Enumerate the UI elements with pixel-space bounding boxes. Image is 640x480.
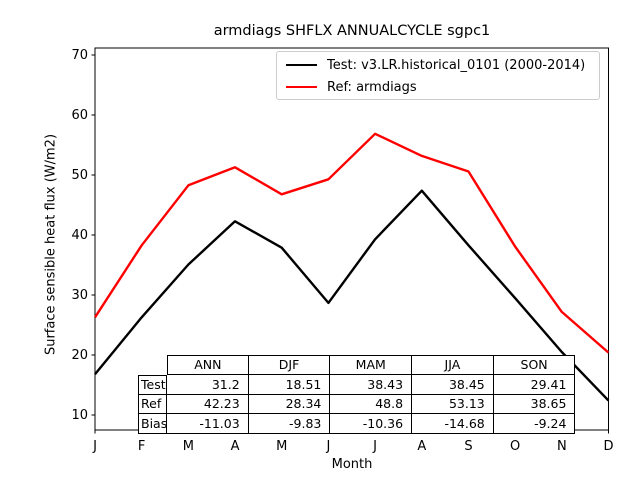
x-axis-label: Month [331,457,373,472]
x-tick-label: S [464,439,473,454]
legend-entry-ref: Ref: armdiags [286,76,599,98]
table-header-cell: SON [493,355,576,375]
table-cell: 29.41 [493,374,576,395]
legend-entry-test: Test: v3.LR.historical_0101 (2000-2014) [286,54,599,76]
legend-label-test: Test: v3.LR.historical_0101 (2000-2014) [327,57,586,73]
table-cell: 38.65 [493,394,576,415]
x-tick-label: J [93,439,97,454]
table-cell: -11.03 [167,414,249,434]
y-tick-label: 10 [71,407,88,423]
ref-series-line [93,132,610,354]
test-series-line [94,189,610,402]
stats-table: ANN DJF MAM JJA SON Test 31.2 18.51 38.43 38.45 29… [138,355,576,434]
table-row-label: Ref [138,394,167,415]
y-tick-label: 50 [71,167,88,183]
table-cell: 53.13 [412,394,494,415]
x-tick-label: M [276,439,288,454]
y-tick-label: 70 [71,47,88,63]
x-tick-label: J [326,439,331,454]
table-cell: -9.24 [493,414,576,434]
ref-line-swatch [286,85,317,89]
table-header-cell: ANN [167,355,249,375]
y-tick-label: 60 [71,107,88,123]
test-line-swatch [286,63,317,67]
table-cell: -14.68 [412,414,494,434]
table-cell: 28.34 [248,394,331,415]
table-cell: 18.51 [248,374,331,395]
x-tick-label: J [373,439,377,454]
legend: Test: v3.LR.historical_0101 (2000-2014) … [276,51,600,100]
y-tick-label: 40 [71,227,88,243]
x-tick-label: N [556,439,567,454]
table-cell: 42.23 [167,394,249,415]
chart-title: armdiags SHFLX ANNUALCYCLE sgpc1 [213,23,491,39]
table-header-cell: MAM [330,355,413,375]
table-row-label: Bias [138,414,167,434]
legend-label-ref: Ref: armdiags [327,79,417,95]
x-tick-label: A [417,439,427,454]
table-corner-cell [138,355,167,375]
table-cell: 38.45 [412,374,494,395]
table-cell: 38.43 [330,374,413,395]
y-tick-label: 20 [71,347,88,363]
table-cell: 31.2 [167,374,249,395]
table-header-cell: DJF [248,355,331,375]
x-tick-label: O [510,439,521,454]
table-cell: 48.8 [330,394,413,415]
x-tick-label: F [137,439,146,454]
table-header-cell: JJA [412,355,494,375]
table-row-label: Test [138,374,167,395]
x-tick-label: M [182,439,194,454]
table-cell: -9.83 [248,414,331,434]
x-tick-label: D [603,439,614,454]
y-tick-label: 30 [71,287,88,303]
x-tick-label: A [230,439,240,454]
table-cell: -10.36 [330,414,413,434]
